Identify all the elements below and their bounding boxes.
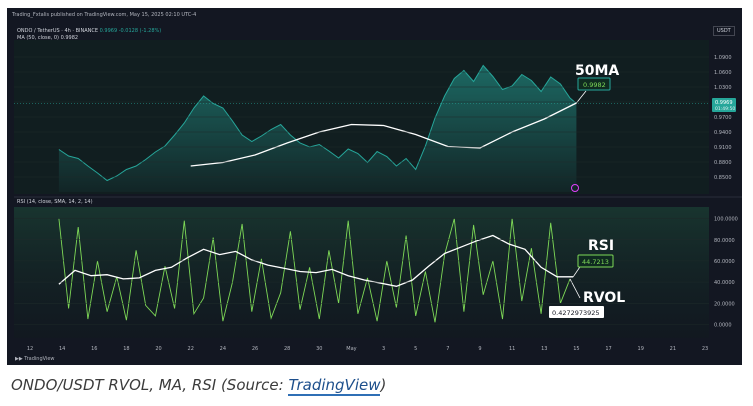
x-tick-label: 26 (252, 346, 258, 352)
x-tick-label: 30 (316, 346, 322, 352)
rsi-tick-label: 100.0000 (714, 217, 738, 223)
rsi-tick-label: 20.0000 (714, 301, 735, 307)
price-badge-time: 01:49:50 (715, 106, 735, 112)
x-tick-label: 21 (670, 346, 676, 352)
ma-value: 0.9982 (583, 81, 606, 89)
rvol-value: 0.4272973925 (552, 309, 600, 317)
x-tick-label: 9 (478, 346, 481, 352)
x-tick-label: 24 (220, 346, 226, 352)
x-tick-label: 18 (123, 346, 129, 352)
price-badge (712, 98, 736, 112)
price-change: 0.9969 -0.0128 (-1.28%) (99, 28, 162, 34)
price-tick-label: 0.9100 (714, 145, 732, 151)
rsi-tick-label: 80.0000 (714, 238, 735, 244)
currency-button[interactable]: USDT (713, 26, 735, 36)
rsi-annotation: RSI (588, 238, 614, 254)
rsi-tick-label: 0.0000 (714, 322, 732, 328)
price-area (58, 65, 577, 192)
price-tick-label: 0.8800 (714, 160, 732, 166)
event-marker-icon[interactable] (571, 184, 579, 192)
x-tick-label: 17 (605, 346, 611, 352)
rsi-value: 44.7213 (582, 258, 609, 266)
rsi-tick-label: 60.0000 (714, 259, 735, 265)
rsi-tick-label: 40.0000 (714, 280, 735, 286)
figure-caption: ONDO/USDT RVOL, MA, RSI (Source: Trading… (11, 376, 387, 396)
rsi-pane-bg (14, 207, 709, 338)
price-badge-value: 0.9969 (715, 100, 733, 106)
price-line (58, 64, 577, 182)
ma-legend: MA (50, close, 0) 0.9982 (17, 35, 79, 41)
price-tick-label: 0.9700 (714, 115, 732, 121)
rsi-value-box (577, 254, 614, 268)
tv-logo-text: TradingView (24, 356, 55, 362)
rsi-line (58, 234, 574, 287)
x-tick-label: 12 (27, 346, 33, 352)
symbol-legend: ONDO / TetherUS · 4h · BINANCE 0.9969 -0… (17, 28, 161, 34)
rvol-value-box (549, 306, 604, 318)
caption-text: ONDO/USDT RVOL, MA, RSI (Source: (11, 376, 289, 394)
x-tick-label: 28 (284, 346, 290, 352)
price-tick-label: 1.0900 (714, 55, 732, 61)
x-tick-label: 5 (414, 346, 417, 352)
ma-value-box (577, 77, 611, 91)
ma-annotation: 50MA (575, 63, 619, 79)
rsi-legend: RSI (14, close, SMA, 14, 2, 14) (17, 199, 93, 205)
x-tick-label: 15 (573, 346, 579, 352)
tradingview-logo: ▶▶ TradingView (15, 356, 55, 362)
x-tick-label: 22 (188, 346, 194, 352)
x-tick-label: 13 (541, 346, 547, 352)
price-tick-label: 0.8500 (714, 175, 732, 181)
x-tick-label: 14 (59, 346, 65, 352)
price-tick-label: 0.9400 (714, 130, 732, 136)
x-tick-label: 16 (91, 346, 97, 352)
caption-link[interactable]: TradingView (288, 376, 381, 396)
publish-note: Trading_Fxtalis published on TradingView… (12, 12, 197, 18)
x-tick-label: 23 (702, 346, 708, 352)
x-tick-label: 7 (446, 346, 449, 352)
x-tick-label: 3 (382, 346, 385, 352)
symbol-name: ONDO / TetherUS · 4h · BINANCE (17, 28, 99, 34)
x-tick-label: 19 (638, 346, 644, 352)
price-tick-label: 1.0300 (714, 85, 732, 91)
rvol-annotation: RVOL (583, 290, 625, 306)
x-tick-label: 11 (509, 346, 515, 352)
rvol-line (58, 218, 571, 323)
caption-end: ) (380, 376, 387, 394)
price-tick-label: 1.0600 (714, 70, 732, 76)
x-tick-label: 20 (155, 346, 161, 352)
x-tick-label: May (346, 346, 356, 352)
tv-logo-icon: ▶▶ (15, 356, 25, 362)
ma-pointer (576, 90, 587, 104)
